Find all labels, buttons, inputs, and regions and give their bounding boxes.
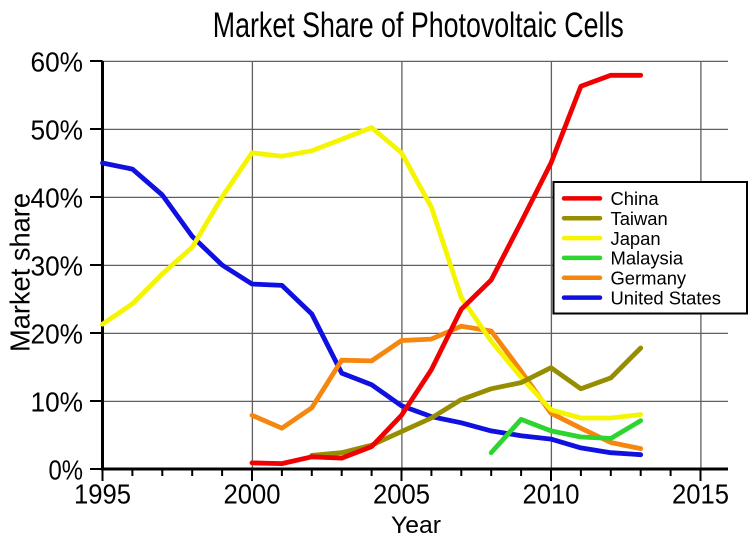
svg-text:Germany: Germany: [611, 268, 687, 289]
svg-text:2005: 2005: [373, 479, 430, 510]
svg-text:20%: 20%: [31, 319, 84, 350]
svg-text:United States: United States: [611, 287, 721, 308]
svg-text:2010: 2010: [523, 479, 580, 510]
svg-text:Japan: Japan: [611, 228, 661, 249]
svg-text:Malaysia: Malaysia: [611, 248, 684, 269]
svg-text:2000: 2000: [224, 479, 281, 510]
svg-text:2015: 2015: [672, 479, 729, 510]
svg-text:Year: Year: [391, 512, 441, 539]
svg-text:40%: 40%: [31, 183, 84, 214]
svg-text:Market share: Market share: [5, 193, 36, 352]
svg-text:Taiwan: Taiwan: [611, 208, 668, 229]
svg-text:1995: 1995: [74, 479, 131, 510]
svg-text:10%: 10%: [31, 387, 84, 418]
svg-text:China: China: [611, 188, 660, 209]
svg-text:Market Share of Photovoltaic C: Market Share of Photovoltaic Cells: [213, 6, 624, 45]
svg-text:60%: 60%: [31, 47, 84, 78]
svg-text:50%: 50%: [31, 115, 84, 146]
svg-text:30%: 30%: [31, 251, 84, 282]
svg-text:0%: 0%: [49, 455, 84, 486]
